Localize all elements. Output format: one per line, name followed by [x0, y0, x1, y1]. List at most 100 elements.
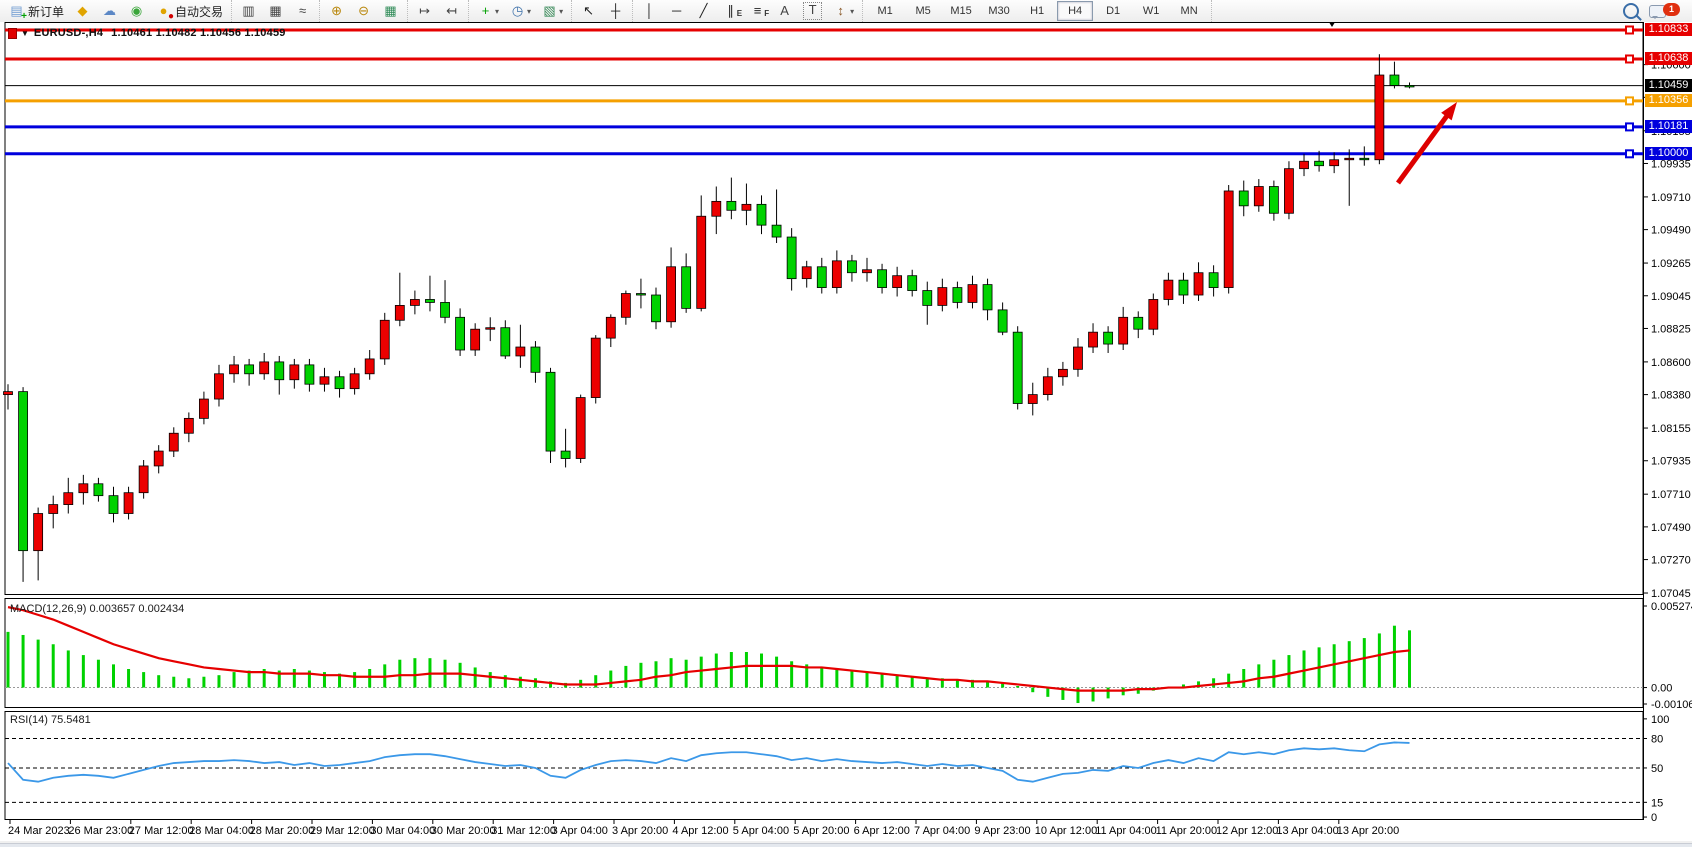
candle[interactable]	[877, 269, 887, 288]
vertical-line-button[interactable]: │	[637, 1, 662, 22]
text-button[interactable]: A	[772, 1, 797, 22]
candle[interactable]	[711, 200, 722, 217]
horizontal-line-button[interactable]: ─	[664, 1, 689, 22]
candle[interactable]	[409, 299, 420, 306]
candle[interactable]	[816, 266, 827, 288]
chart-canvas[interactable]: 1.106001.103801.101551.099351.097101.094…	[0, 22, 1692, 841]
trend-arrow-head[interactable]	[1441, 102, 1457, 121]
candle[interactable]	[168, 432, 179, 452]
auto-scroll-button[interactable]: ↦	[412, 1, 437, 22]
dropdown-arrow-icon[interactable]: ▾	[850, 6, 855, 16]
bar-chart-button[interactable]: ▥	[236, 1, 261, 22]
candle[interactable]	[1284, 168, 1294, 214]
timeframe-button-m1[interactable]: M1	[877, 5, 893, 17]
candle[interactable]	[1223, 190, 1234, 288]
candle[interactable]	[183, 417, 194, 434]
candle[interactable]	[1073, 346, 1083, 370]
candle[interactable]	[1193, 272, 1204, 296]
candle[interactable]	[937, 287, 948, 306]
fibonacci-button[interactable]: ≡ F	[745, 1, 770, 22]
candle[interactable]	[425, 299, 435, 303]
candle[interactable]	[1404, 85, 1415, 88]
candle[interactable]	[771, 224, 782, 238]
candle[interactable]	[666, 266, 676, 323]
candle[interactable]	[470, 328, 481, 351]
timeframe-button-m15[interactable]: M15	[950, 5, 972, 17]
macd-panel[interactable]	[4, 598, 1644, 708]
timeframe-button-m5[interactable]: M5	[915, 5, 931, 17]
candle[interactable]	[605, 316, 616, 339]
candle[interactable]	[78, 483, 89, 494]
timeframe-button-d1[interactable]: D1	[1106, 5, 1121, 17]
zoom-out-button[interactable]: ⊖	[351, 1, 376, 22]
candle[interactable]	[847, 260, 857, 274]
candle[interactable]	[455, 316, 466, 351]
candle[interactable]	[530, 346, 541, 373]
hline-marker-1.10356[interactable]	[1625, 96, 1634, 106]
candle[interactable]	[1178, 279, 1189, 296]
candle[interactable]	[862, 269, 872, 274]
candle[interactable]	[138, 465, 149, 494]
timeframe-button-h1[interactable]: H1	[1030, 5, 1045, 17]
candle[interactable]	[1238, 190, 1249, 207]
community-button[interactable]: ☁	[97, 1, 122, 22]
candle[interactable]	[199, 398, 209, 419]
candle[interactable]	[1088, 331, 1098, 348]
candle[interactable]	[440, 302, 450, 318]
candle[interactable]	[696, 215, 707, 309]
candle[interactable]	[741, 203, 752, 211]
candle[interactable]	[3, 391, 13, 395]
candle[interactable]	[726, 200, 737, 211]
trend-arrow-shaft[interactable]	[1395, 113, 1450, 185]
hline-marker-1.10181[interactable]	[1625, 122, 1634, 132]
hline-marker-1.10638[interactable]	[1625, 54, 1634, 64]
candle[interactable]	[1389, 74, 1400, 86]
chart-shift-marker[interactable]	[1327, 22, 1337, 27]
candle[interactable]	[756, 203, 767, 226]
autotrading-button[interactable]: ● ● 自动交易	[151, 1, 227, 22]
timeframe-button-w1[interactable]: W1	[1142, 5, 1160, 17]
candle[interactable]	[153, 450, 164, 467]
zoom-in-button[interactable]: ⊕	[324, 1, 349, 22]
candle[interactable]	[967, 284, 978, 303]
candle[interactable]	[48, 504, 59, 514]
hline-marker-1.10833[interactable]	[1625, 25, 1634, 35]
candle[interactable]	[63, 492, 74, 505]
candle[interactable]	[485, 327, 496, 330]
candle[interactable]	[1103, 331, 1114, 345]
candle[interactable]	[831, 260, 842, 288]
crosshair-button[interactable]: ┼	[603, 1, 628, 22]
candle[interactable]	[681, 266, 692, 309]
chart-shift-button[interactable]: ↤	[439, 1, 464, 22]
candle[interactable]	[952, 287, 963, 303]
candle[interactable]	[18, 391, 28, 552]
candle[interactable]	[1027, 394, 1038, 404]
timeframe-button-m30[interactable]: M30	[988, 5, 1010, 17]
candle[interactable]	[1299, 160, 1309, 170]
candle[interactable]	[1163, 279, 1174, 300]
chart-window[interactable]: ▼ EURUSD-,H4 1.10461 1.10482 1.10456 1.1…	[0, 22, 1692, 841]
hline-marker-1.10000[interactable]	[1625, 149, 1634, 159]
candle[interactable]	[545, 371, 556, 452]
candle[interactable]	[304, 364, 315, 385]
candle[interactable]	[922, 290, 933, 306]
candle[interactable]	[259, 361, 270, 375]
candle[interactable]	[907, 275, 918, 291]
candle[interactable]	[244, 364, 255, 375]
candle[interactable]	[214, 373, 224, 400]
timeframe-button-mn[interactable]: MN	[1180, 5, 1198, 17]
candle[interactable]	[1133, 316, 1144, 330]
new-order-button[interactable]: ▤ + 新订单	[4, 1, 68, 22]
candle[interactable]	[1253, 186, 1264, 207]
candle[interactable]	[620, 293, 631, 318]
candle[interactable]	[1058, 368, 1068, 378]
candle[interactable]	[1208, 272, 1219, 288]
main-panel[interactable]	[4, 22, 1644, 595]
candle[interactable]	[786, 236, 797, 280]
candle[interactable]	[1329, 159, 1340, 167]
line-chart-button[interactable]: ≈	[290, 1, 315, 22]
candle[interactable]	[1118, 316, 1129, 345]
candle[interactable]	[1374, 74, 1385, 161]
candle[interactable]	[334, 376, 345, 390]
candle[interactable]	[1344, 157, 1355, 161]
